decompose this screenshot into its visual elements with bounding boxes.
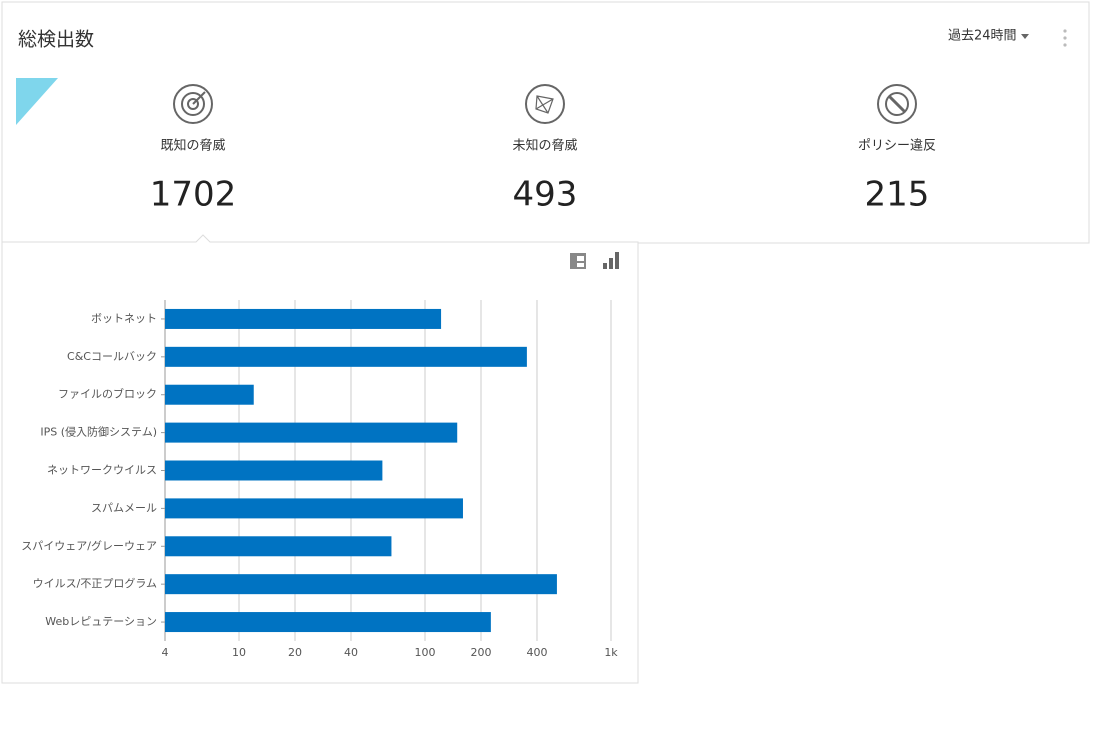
view-table-icon[interactable] — [570, 253, 586, 269]
stat-value: 1702 — [150, 175, 237, 215]
period-dropdown[interactable]: 過去24時間 — [948, 29, 1029, 44]
x-tick-label: 10 — [232, 646, 246, 659]
bar — [165, 612, 491, 633]
y-tick-label: ウイルス/不正プログラム — [33, 576, 157, 590]
menu-kebab[interactable] — [1063, 29, 1067, 47]
x-tick-label: 400 — [526, 646, 547, 659]
y-tick-label: Webレピュテーション — [45, 615, 157, 628]
bar — [165, 536, 392, 557]
bar — [165, 346, 527, 367]
bar — [165, 308, 442, 329]
y-tick-label: スパイウェア/グレーウェア — [21, 538, 157, 552]
card-title: 総検出数 — [18, 29, 94, 51]
x-tick-label: 100 — [415, 646, 436, 659]
bar — [165, 422, 458, 443]
x-tick-label: 200 — [470, 646, 491, 659]
y-tick-label: ファイルのブロック — [58, 387, 157, 401]
x-tick-label: 40 — [344, 646, 358, 659]
stat-value: 493 — [513, 175, 578, 215]
stat-label: ポリシー違反 — [858, 139, 936, 154]
x-tick-label: 20 — [288, 646, 302, 659]
stat-label: 既知の脅威 — [160, 138, 225, 154]
y-tick-label: C&Cコールバック — [67, 350, 157, 363]
y-tick-label: スパムメール — [91, 501, 157, 514]
period-label: 過去24時間 — [948, 29, 1017, 44]
y-tick-label: ネットワークウイルス — [47, 464, 157, 477]
bar — [165, 574, 557, 595]
bar — [165, 498, 463, 519]
bar — [165, 460, 383, 481]
caret — [1021, 34, 1029, 39]
icon-unknown — [525, 84, 565, 124]
view-chart-icon[interactable] — [603, 252, 619, 269]
stat-value: 215 — [865, 175, 930, 215]
selected-marker — [16, 78, 58, 125]
y-tick-label: ボットネット — [91, 312, 157, 325]
stat-label: 未知の脅威 — [512, 138, 577, 154]
y-tick-label: IPS (侵入防御システム) — [40, 425, 157, 439]
icon-known — [173, 84, 213, 124]
icon-policy — [877, 84, 917, 124]
x-tick-label: 4 — [162, 646, 169, 659]
x-tick-label: 1k — [604, 646, 618, 659]
bar — [165, 384, 254, 405]
